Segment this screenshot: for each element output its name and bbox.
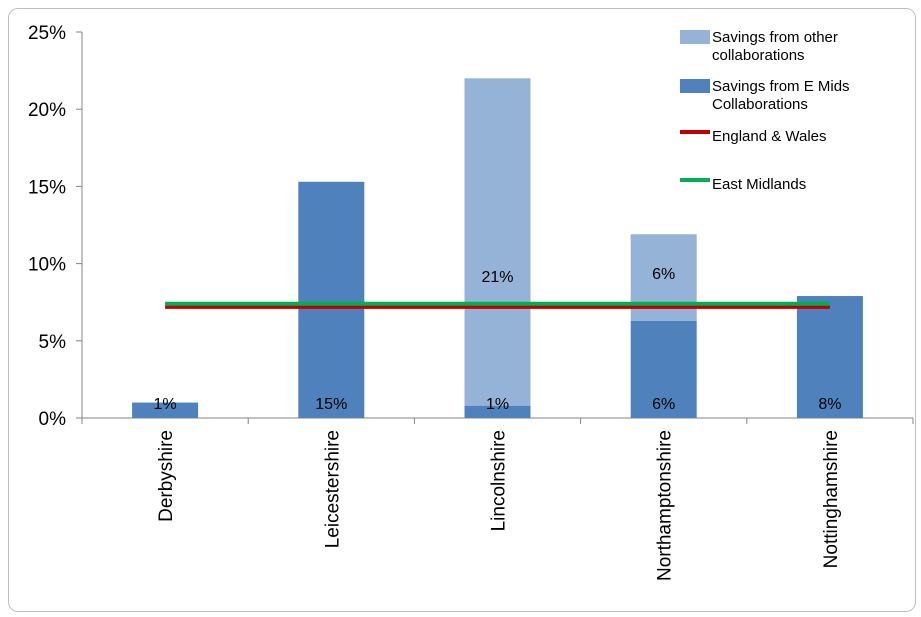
x-category-label: Leicestershire bbox=[322, 430, 343, 548]
y-tick-label: 20% bbox=[28, 100, 66, 121]
x-category-label: Northamptonshire bbox=[655, 430, 676, 581]
data-label: 8% bbox=[818, 396, 841, 413]
legend-label: England & Wales bbox=[712, 128, 827, 145]
legend-label: Savings from E Mids bbox=[712, 78, 850, 95]
y-tick-label: 25% bbox=[28, 23, 66, 44]
x-category-label: Lincolnshire bbox=[489, 430, 510, 531]
data-label: 1% bbox=[154, 396, 177, 413]
y-tick-label: 0% bbox=[39, 409, 67, 430]
legend-label: Savings from other bbox=[712, 29, 838, 46]
data-label: 21% bbox=[481, 269, 513, 286]
bar-emids-0 bbox=[132, 402, 199, 418]
data-labels: 1% 15% 1% 6% 8% 21% 6% bbox=[154, 266, 842, 413]
reference-lines bbox=[165, 301, 830, 309]
legend-swatch bbox=[680, 79, 710, 93]
data-label: 6% bbox=[652, 396, 675, 413]
bar-emids-3 bbox=[630, 320, 697, 418]
legend-label: Collaborations bbox=[712, 96, 808, 113]
bars bbox=[132, 78, 863, 418]
legend-swatch bbox=[680, 30, 710, 44]
data-label: 1% bbox=[486, 396, 509, 413]
axes: 0% 5% 10% 15% 20% 25% Derbyshire Leicestershire… bbox=[28, 23, 914, 581]
legend-label: East Midlands bbox=[712, 176, 806, 193]
x-category-label: Derbyshire bbox=[156, 430, 177, 522]
x-category-label: Nottinghamshire bbox=[821, 430, 842, 568]
bar-emids-2 bbox=[464, 405, 531, 418]
y-tick-label: 15% bbox=[28, 177, 66, 198]
chart-frame bbox=[8, 8, 916, 612]
y-tick-label: 5% bbox=[39, 332, 67, 353]
data-label: 15% bbox=[315, 396, 347, 413]
data-label: 6% bbox=[652, 266, 675, 283]
legend-label: collaborations bbox=[712, 47, 805, 64]
bar-emids-1 bbox=[298, 181, 365, 418]
y-tick-label: 10% bbox=[28, 255, 66, 276]
bar-other-2 bbox=[464, 78, 531, 406]
bar-emids-4 bbox=[796, 296, 863, 418]
